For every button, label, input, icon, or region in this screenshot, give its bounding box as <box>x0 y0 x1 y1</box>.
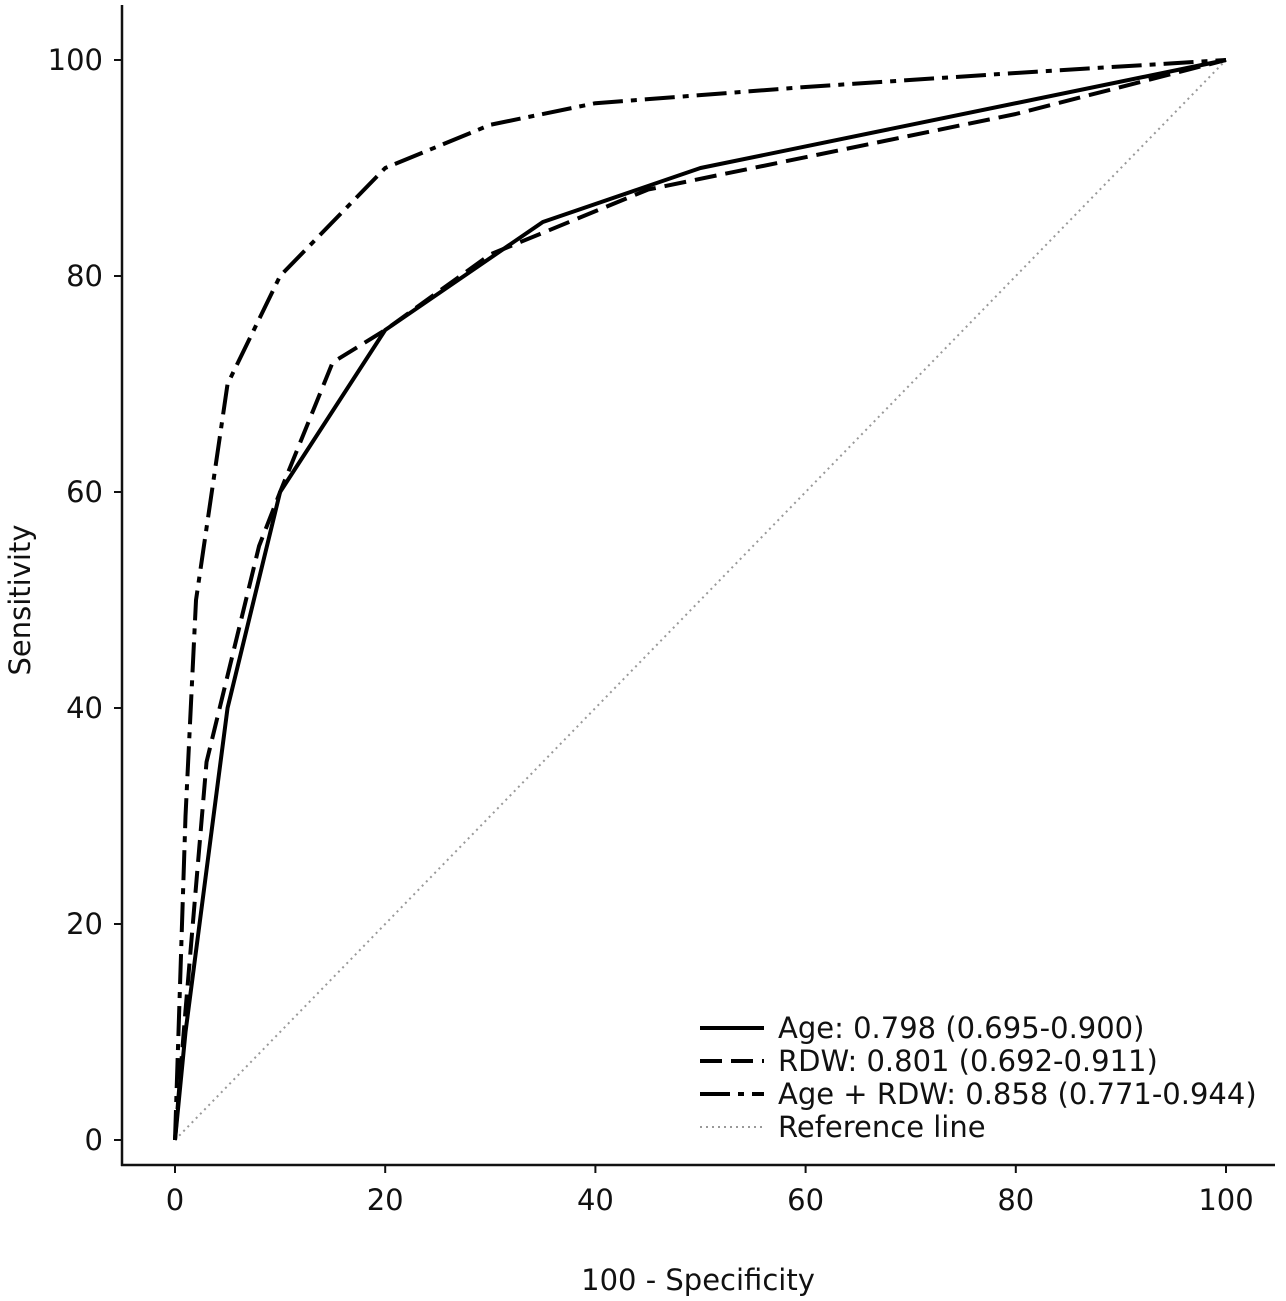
x-tick-label: 100 <box>1198 1183 1253 1217</box>
x-tick-label: 80 <box>997 1183 1034 1217</box>
x-tick-label: 20 <box>367 1183 404 1217</box>
series-line-dashdot <box>173 58 1227 1141</box>
legend-label: Reference line <box>778 1110 986 1144</box>
y-axis-label: Sensitivity <box>3 525 37 676</box>
y-tick-label: 100 <box>48 43 103 77</box>
x-tick-label: 0 <box>166 1183 184 1217</box>
legend-label: Age: 0.798 (0.695-0.900) <box>778 1011 1144 1045</box>
x-tick-label: 40 <box>577 1183 614 1217</box>
legend-label: RDW: 0.801 (0.692-0.911) <box>778 1044 1158 1078</box>
y-tick-label: 60 <box>66 475 103 509</box>
y-tick-label: 80 <box>66 259 103 293</box>
series-line-solid <box>173 58 1227 1141</box>
x-axis-label: 100 - Specificity <box>581 1263 815 1297</box>
legend-label: Age + RDW: 0.858 (0.771-0.944) <box>778 1077 1257 1111</box>
y-tick-label: 20 <box>66 907 103 941</box>
series-line-dotted <box>174 59 1227 1141</box>
y-tick-label: 0 <box>85 1123 103 1157</box>
legend: Age: 0.798 (0.695-0.900)RDW: 0.801 (0.69… <box>700 1011 1257 1144</box>
axes: 0 20 40 60 80 100 0 20 40 60 80 100 <box>48 5 1275 1217</box>
x-tick-label: 60 <box>787 1183 824 1217</box>
y-tick-label: 40 <box>66 691 103 725</box>
series-group <box>173 58 1227 1141</box>
